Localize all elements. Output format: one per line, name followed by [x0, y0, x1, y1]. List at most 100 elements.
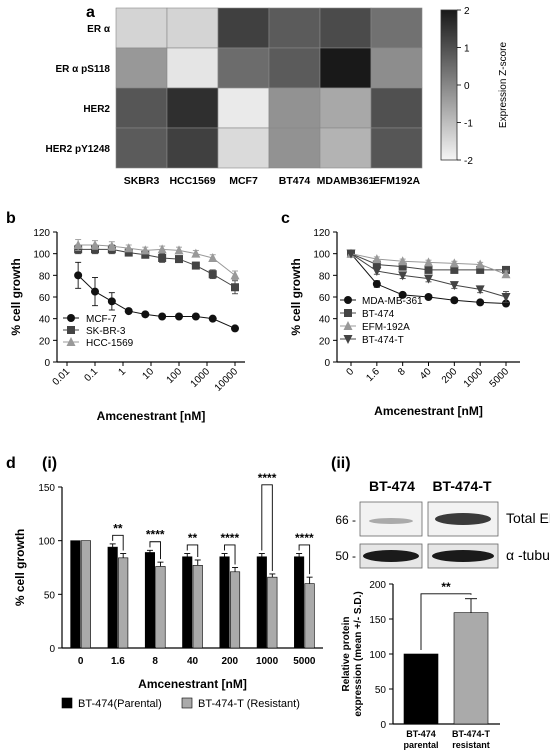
bar: [403, 653, 439, 725]
series-line: [78, 248, 236, 288]
data-point: [67, 314, 75, 322]
series-line: [77, 274, 236, 329]
legend-label: BT-474(Parental): [78, 698, 162, 710]
bar: [70, 540, 81, 649]
bar: [155, 566, 166, 649]
series-line: [78, 244, 236, 276]
panel-label-d-i: (i): [42, 455, 57, 472]
significance-label: **: [188, 531, 198, 545]
data-point: [372, 280, 381, 288]
heatmap-cell: [319, 47, 372, 89]
heatmap-cell: [268, 127, 321, 169]
heatmap-row-label: HER2 pY1248: [46, 144, 111, 155]
heatmap-cell: [370, 7, 423, 49]
blot-mw-marker: 50 -: [335, 549, 356, 563]
heatmap-cell: [166, 127, 219, 169]
y-tick-label: 20: [319, 336, 331, 347]
y-tick-label: 20: [39, 336, 51, 347]
x-tick-label: 5000: [293, 656, 316, 667]
data-point: [73, 240, 83, 249]
data-point: [424, 293, 433, 301]
data-point: [124, 248, 133, 257]
bar: [256, 556, 267, 649]
y-tick-label: 50: [44, 590, 56, 601]
heatmap-cell: [268, 7, 321, 49]
y-tick-label: 40: [319, 315, 331, 326]
data-point: [372, 254, 382, 264]
y-axis-label: % cell growth: [9, 258, 23, 335]
x-tick-label: resistant: [452, 740, 490, 750]
colorbar-label: Expression Z-score: [498, 41, 509, 128]
significance-bracket: [298, 544, 311, 575]
blot-band: [369, 518, 413, 524]
data-point: [191, 261, 200, 270]
blot-mw-marker: 66 -: [335, 513, 356, 527]
colorbar-tick-label: 0: [464, 81, 470, 92]
data-point: [107, 297, 116, 306]
data-point: [174, 245, 184, 255]
bar: [294, 556, 305, 649]
bar: [219, 556, 230, 649]
panel-label-d-ii: (ii): [331, 455, 351, 472]
x-tick-label: 8: [396, 366, 408, 378]
data-point: [398, 290, 407, 299]
y-tick-label: 150: [369, 615, 386, 626]
x-axis-label: Amcenestrant [nM]: [374, 404, 483, 418]
x-tick-label: 40: [187, 656, 199, 667]
line-chart-panel-c: 0 20 40 60 80 100 120 0 1.6 8 40 200 1000 5000 Amcenes…: [289, 228, 520, 418]
significance-label: **: [441, 580, 451, 594]
data-point: [424, 257, 433, 267]
legend-label: BT-474-T: [362, 335, 404, 346]
legend-swatch: [181, 697, 193, 709]
x-tick-label: 10000: [213, 366, 241, 394]
data-point: [449, 281, 459, 291]
x-axis-label: Amcenestrant [nM]: [138, 677, 247, 691]
data-point: [501, 269, 511, 279]
panel-label-c: c: [281, 210, 290, 227]
data-point: [124, 307, 133, 316]
data-point: [231, 283, 239, 292]
y-tick-label: 200: [369, 580, 386, 591]
data-point: [343, 335, 353, 344]
significance-label: **: [113, 521, 123, 535]
bar-chart-panel-d-i: 0 50 100 150 0 1.6 ** 8 **** 40 ** 200 **** 1000 **** 5…: [13, 471, 323, 710]
x-tick-label: 1.6: [111, 656, 125, 667]
y-tick-label: 80: [319, 271, 331, 282]
x-tick-label: 1.6: [364, 366, 382, 384]
blot-lane-label: BT-474-T: [432, 478, 492, 494]
heatmap-column-label: SKBR3: [124, 175, 160, 187]
heatmap-cell: [319, 87, 372, 129]
bar: [229, 571, 241, 649]
data-point: [191, 248, 201, 258]
x-tick-label: 1000: [462, 366, 486, 390]
y-axis-label: expression (mean +/- S.D.): [353, 591, 364, 716]
bar: [192, 565, 203, 649]
x-axis-label: Amcenestrant [nM]: [97, 409, 206, 423]
heatmap-row-label: ER α pS118: [55, 64, 110, 75]
heatmap-cell: [115, 7, 168, 49]
x-tick-label: 1000: [189, 366, 213, 390]
data-point: [231, 324, 239, 333]
data-point: [158, 254, 167, 262]
y-tick-label: 150: [38, 483, 55, 494]
heatmap-cell: [217, 127, 270, 169]
data-point: [476, 298, 485, 307]
data-point: [141, 250, 150, 259]
data-point: [424, 265, 433, 274]
blot-band: [363, 550, 419, 562]
y-tick-label: 0: [324, 358, 330, 369]
data-point: [158, 312, 167, 321]
y-tick-label: 120: [313, 228, 330, 239]
significance-bracket: [186, 544, 199, 557]
x-tick-label: 5000: [488, 366, 512, 390]
data-point: [175, 312, 183, 321]
data-point: [476, 265, 485, 274]
x-tick-label: 200: [221, 656, 238, 667]
data-point: [107, 241, 117, 251]
x-tick-label: parental: [403, 740, 438, 750]
data-point: [372, 260, 381, 269]
y-tick-label: 0: [49, 644, 55, 655]
x-tick-label: 1000: [256, 656, 279, 667]
heatmap-cell: [319, 127, 372, 169]
